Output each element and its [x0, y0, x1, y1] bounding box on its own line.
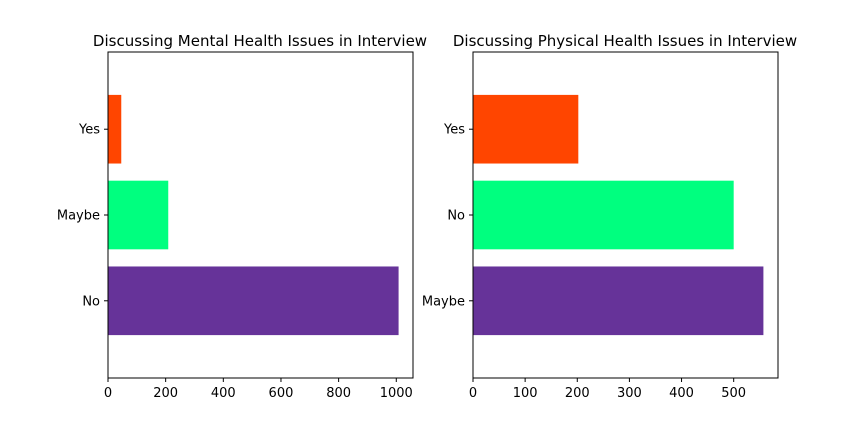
bar-maybe — [108, 180, 169, 250]
chart-title: Discussing Physical Health Issues in Int… — [453, 32, 797, 50]
x-tick-label: 600 — [269, 386, 294, 401]
x-tick-label: 0 — [469, 386, 477, 401]
bar-maybe — [473, 266, 764, 336]
x-tick-label: 200 — [565, 386, 590, 401]
x-tick-label: 100 — [513, 386, 538, 401]
x-tick-label: 500 — [721, 386, 746, 401]
y-tick-label: Yes — [78, 123, 100, 138]
x-tick-label: 800 — [326, 386, 351, 401]
y-tick-label: No — [82, 294, 100, 309]
x-tick-label: 400 — [211, 386, 236, 401]
physical-health-chart-panel: Discussing Physical Health Issues in Int… — [422, 32, 797, 401]
x-tick-label: 200 — [153, 386, 178, 401]
plot-area-frame — [107, 51, 414, 379]
mental-health-chart-panel: Discussing Mental Health Issues in Inter… — [57, 32, 427, 401]
x-tick-label: 400 — [669, 386, 694, 401]
chart-title: Discussing Mental Health Issues in Inter… — [93, 32, 427, 50]
y-tick-label: Yes — [443, 123, 465, 138]
x-tick-label: 1000 — [380, 386, 413, 401]
y-tick-label: No — [447, 209, 465, 224]
bar-yes — [108, 94, 122, 164]
plot-area-frame — [472, 51, 779, 379]
x-tick-label: 300 — [617, 386, 642, 401]
bar-no — [108, 266, 399, 336]
bar-no — [473, 180, 734, 250]
y-tick-label: Maybe — [422, 294, 465, 309]
bar-yes — [473, 94, 579, 164]
x-tick-label: 0 — [104, 386, 112, 401]
y-tick-label: Maybe — [57, 209, 100, 224]
